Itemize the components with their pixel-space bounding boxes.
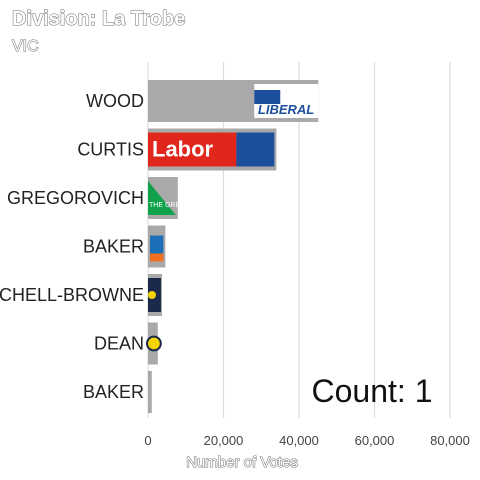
bar [148, 371, 152, 413]
x-tick-label: 40,000 [279, 433, 319, 448]
category-label: MITCHELL-BROWNE [0, 285, 144, 305]
party-logo: LIBERAL [254, 84, 319, 118]
party-logo [146, 335, 162, 352]
category-label: DEAN [94, 334, 144, 354]
chart-title: Division: La Trobe [12, 8, 185, 30]
category-labels: WOOD CURTIS GREGOROVICH BAKER MITCHELL-BROWN… [0, 91, 144, 402]
party-logo: THE GREENS [148, 181, 195, 215]
x-tick-label: 0 [144, 433, 151, 448]
party-logo [150, 235, 164, 262]
party-logo: Labor [148, 132, 275, 167]
x-tick-label: 60,000 [355, 433, 395, 448]
x-tick-label: 80,000 [430, 433, 470, 448]
party-logo-text: Labor [152, 137, 214, 162]
x-axis-ticks: 0 20,000 40,000 60,000 80,000 [144, 433, 470, 448]
bars: LIBERAL Labor THE GREENS [146, 80, 319, 413]
category-label: BAKER [83, 382, 144, 402]
x-axis-label: Number of Votes [186, 454, 298, 471]
category-label: BAKER [83, 237, 144, 257]
party-logo [148, 278, 161, 312]
party-logo-text: LIBERAL [258, 102, 314, 117]
category-label: WOOD [86, 91, 144, 111]
chart-subtitle: VIC [12, 38, 39, 55]
count-annotation: Count: 1 [312, 373, 433, 409]
party-logo-text: THE GREENS [149, 202, 195, 209]
category-label: GREGOROVICH [7, 188, 144, 208]
x-tick-label: 20,000 [204, 433, 244, 448]
category-label: CURTIS [77, 140, 144, 160]
